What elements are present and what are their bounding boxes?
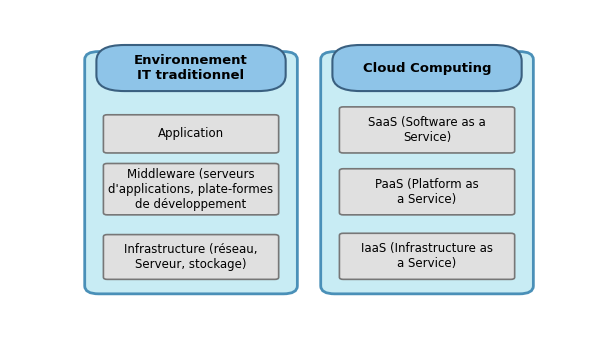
FancyBboxPatch shape <box>104 235 279 279</box>
FancyBboxPatch shape <box>104 163 279 215</box>
Text: Cloud Computing: Cloud Computing <box>363 62 491 75</box>
FancyBboxPatch shape <box>339 107 515 153</box>
Text: Infrastructure (réseau,
Serveur, stockage): Infrastructure (réseau, Serveur, stockag… <box>124 243 258 271</box>
FancyBboxPatch shape <box>104 115 279 153</box>
FancyBboxPatch shape <box>339 169 515 215</box>
Text: Environnement
IT traditionnel: Environnement IT traditionnel <box>134 54 248 82</box>
FancyBboxPatch shape <box>321 52 534 294</box>
Text: Application: Application <box>158 127 224 140</box>
FancyBboxPatch shape <box>332 45 522 91</box>
FancyBboxPatch shape <box>84 52 297 294</box>
Text: SaaS (Software as a
Service): SaaS (Software as a Service) <box>368 116 486 144</box>
FancyBboxPatch shape <box>96 45 286 91</box>
Text: PaaS (Platform as
a Service): PaaS (Platform as a Service) <box>375 178 479 206</box>
Text: Middleware (serveurs
d'applications, plate-formes
de développement: Middleware (serveurs d'applications, pla… <box>109 168 274 211</box>
Text: IaaS (Infrastructure as
a Service): IaaS (Infrastructure as a Service) <box>361 242 493 270</box>
FancyBboxPatch shape <box>339 233 515 279</box>
